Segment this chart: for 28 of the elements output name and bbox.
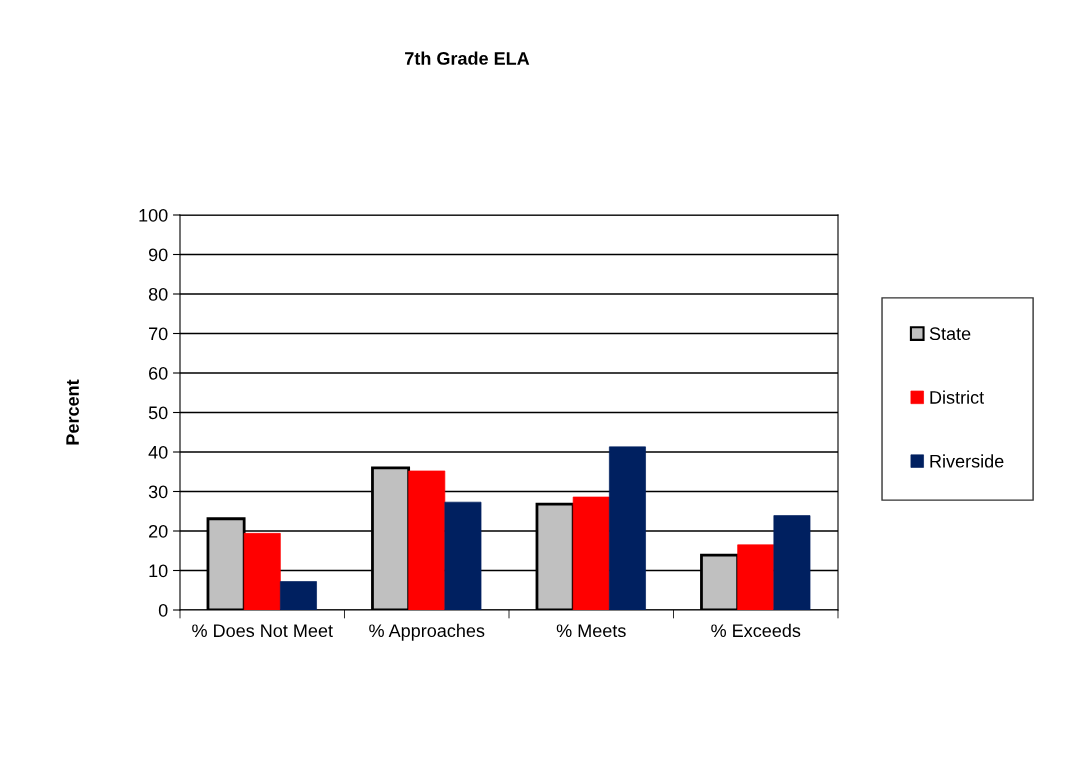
bar [408, 470, 446, 610]
x-tick-label: % Does Not Meet [192, 624, 333, 638]
bar [279, 581, 317, 610]
bar [737, 544, 775, 610]
y-tick-label: 60 [149, 366, 168, 380]
bar [243, 533, 281, 610]
y-tick-label: 50 [148, 406, 168, 420]
legend-label: Riverside [930, 454, 1004, 468]
y-tick-label: 80 [148, 287, 168, 301]
bar [773, 515, 811, 610]
y-tick-label: 30 [148, 485, 168, 499]
x-tick-label: % Exceeds [711, 623, 801, 638]
y-tick-label: 40 [148, 445, 168, 459]
y-tick-label: 100 [139, 208, 168, 222]
legend-label: District [930, 390, 984, 404]
y-tick-label: 70 [149, 327, 168, 341]
bar [444, 501, 482, 610]
bar [608, 446, 646, 610]
y-axis-title: Percent [66, 379, 79, 445]
y-tick-label: 0 [158, 603, 168, 617]
y-tick-label: 90 [148, 248, 168, 262]
y-tick-label: 20 [149, 524, 168, 538]
bar [572, 496, 610, 610]
legend-label: State [929, 327, 971, 341]
y-tick-label: 10 [149, 564, 168, 578]
x-tick-label: % Approaches [369, 623, 485, 641]
x-tick-label: % Meets [556, 624, 626, 638]
chart-title: 7th Grade ELA [405, 51, 530, 65]
